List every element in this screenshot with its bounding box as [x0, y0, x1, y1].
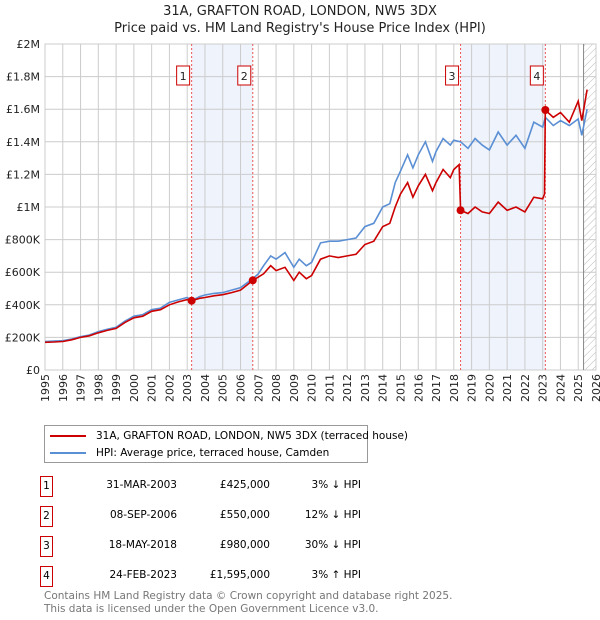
- hpi-line: [44, 109, 588, 343]
- sale-price: £550,000: [219, 509, 270, 521]
- sale-date: 08-SEP-2006: [109, 509, 177, 521]
- x-tick-label: 1997: [75, 374, 88, 402]
- x-tick-label: 2008: [270, 374, 283, 402]
- x-tick-label: 2019: [466, 374, 479, 402]
- x-tick-label: 2020: [483, 374, 496, 402]
- sale-row: 1 31-MAR-2003 £425,000 3% ↓ HPI: [40, 476, 400, 497]
- x-tick-label: 2003: [181, 374, 194, 402]
- y-tick-label: £1.4M: [6, 136, 40, 149]
- sale-date: 18-MAY-2018: [108, 539, 177, 551]
- x-tick-label: 1998: [92, 374, 105, 402]
- sale-label-number: 4: [533, 70, 540, 83]
- x-tick-label: 2002: [163, 374, 176, 402]
- x-tick-label: 2022: [519, 374, 532, 402]
- sale-label-box: [445, 65, 460, 86]
- legend-item-property: 31A, GRAFTON ROAD, LONDON, NW5 3DX (terr…: [45, 428, 408, 444]
- sale-label-box: [176, 65, 191, 86]
- sale-price: £425,000: [219, 479, 270, 491]
- sale-row: 3 18-MAY-2018 £980,000 30% ↓ HPI: [40, 536, 400, 557]
- sale-date: 24-FEB-2023: [109, 569, 177, 581]
- x-tick-label: 2015: [394, 374, 407, 402]
- x-tick-label: 1999: [110, 374, 123, 402]
- x-tick-label: 2012: [341, 374, 354, 402]
- sale-number-badge: 3: [40, 536, 53, 557]
- sale-price: £1,595,000: [209, 569, 270, 581]
- x-tick-label: 2005: [217, 374, 230, 402]
- y-tick-label: £1.8M: [6, 71, 40, 84]
- chart-title-line2: Price paid vs. HM Land Registry's House …: [114, 21, 486, 36]
- x-tick-label: 2011: [323, 374, 336, 402]
- legend-label: HPI: Average price, terraced house, Camd…: [96, 447, 330, 459]
- sale-row: 2 08-SEP-2006 £550,000 12% ↓ HPI: [40, 506, 400, 527]
- sale-point: [187, 296, 196, 305]
- price-chart: 1 2 3 4 £0 £200K £400K £600K £800K £1M £1.2M £1.4M £…: [5, 38, 600, 402]
- sale-label-number: 2: [241, 70, 248, 83]
- sale-hpi-diff: 30% ↓ HPI: [304, 539, 361, 551]
- chart-legend: 31A, GRAFTON ROAD, LONDON, NW5 3DX (terr…: [44, 425, 408, 463]
- x-tick-label: 2014: [377, 374, 390, 402]
- y-tick-label: £1.2M: [6, 168, 40, 181]
- sale-date: 31-MAR-2003: [106, 479, 177, 491]
- footer: Contains HM Land Registry data © Crown c…: [44, 590, 452, 616]
- sale-point: [248, 276, 257, 285]
- x-tick-label: 2010: [306, 374, 319, 402]
- sale-label-number: 3: [449, 70, 456, 83]
- x-tick-label: 2016: [412, 374, 425, 402]
- y-tick-label: £2M: [17, 38, 41, 51]
- sale-point: [541, 106, 550, 115]
- footer-line2: This data is licensed under the Open Gov…: [44, 603, 379, 615]
- y-tick-label: £1M: [17, 201, 41, 214]
- x-tick-label: 1996: [57, 374, 70, 402]
- sale-number-badge: 4: [40, 566, 53, 587]
- x-tick-label: 2006: [235, 374, 248, 402]
- x-tick-label: 2023: [537, 374, 550, 402]
- x-tick-label: 2009: [288, 374, 301, 402]
- sale-point: [456, 206, 465, 215]
- sale-number-badge: 2: [40, 506, 53, 527]
- sale-label-box: [237, 65, 252, 86]
- x-tick-label: 2026: [590, 374, 600, 402]
- y-tick-label: £1.6M: [6, 103, 40, 116]
- legend-swatch-red: [50, 435, 86, 437]
- y-tick-label: £800K: [5, 234, 41, 247]
- x-tick-label: 2018: [448, 374, 461, 402]
- sale-row: 4 24-FEB-2023 £1,595,000 3% ↑ HPI: [40, 566, 400, 587]
- x-tick-label: 2017: [430, 374, 443, 402]
- x-tick-label: 1995: [39, 374, 52, 402]
- x-tick-label: 2004: [199, 374, 212, 402]
- y-tick-label: £0: [26, 364, 40, 377]
- legend-item-hpi: HPI: Average price, terraced house, Camd…: [45, 445, 329, 461]
- sale-label-box: [529, 65, 544, 86]
- legend-swatch-blue: [50, 452, 86, 454]
- sale-number-badge: 1: [40, 476, 53, 497]
- x-tick-label: 2021: [501, 374, 514, 402]
- x-tick-label: 2001: [146, 374, 159, 402]
- y-tick-label: £400K: [5, 299, 41, 312]
- footer-line1: Contains HM Land Registry data © Crown c…: [44, 590, 453, 602]
- chart-title-line1: 31A, GRAFTON ROAD, LONDON, NW5 3DX: [163, 4, 437, 19]
- legend-label: 31A, GRAFTON ROAD, LONDON, NW5 3DX (terr…: [96, 430, 409, 442]
- x-tick-label: 2025: [572, 374, 585, 402]
- sale-hpi-diff: 12% ↓ HPI: [304, 509, 361, 521]
- y-tick-label: £200K: [5, 331, 41, 344]
- sale-price: £980,000: [219, 539, 270, 551]
- x-tick-label: 2024: [554, 374, 567, 402]
- sale-hpi-diff: 3% ↑ HPI: [311, 569, 361, 581]
- sale-label-number: 1: [180, 70, 187, 83]
- plot-border: [44, 43, 597, 371]
- x-tick-label: 2007: [252, 374, 265, 402]
- sale-hpi-diff: 3% ↓ HPI: [311, 479, 361, 491]
- x-tick-label: 2000: [128, 374, 141, 402]
- x-tick-label: 2013: [359, 374, 372, 402]
- y-tick-label: £600K: [5, 266, 41, 279]
- price-paid-line: [44, 89, 588, 344]
